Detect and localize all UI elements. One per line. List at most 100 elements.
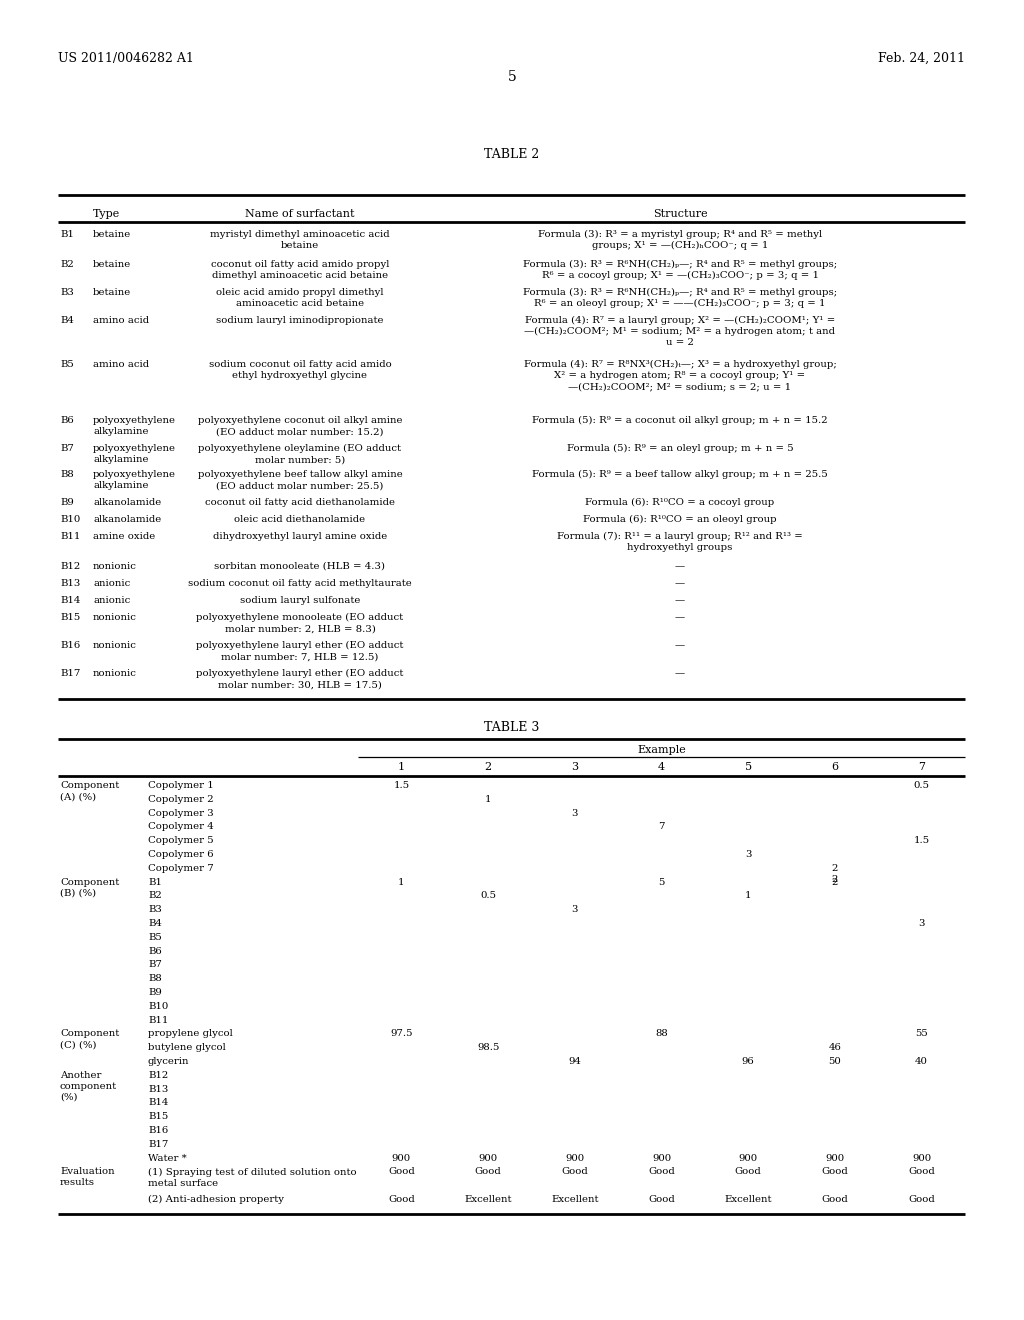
Text: B1: B1 [148,878,162,887]
Text: 2
2: 2 2 [831,863,838,884]
Text: Formula (3): R³ = R⁶NH(CH₂)ₚ—; R⁴ and R⁵ = methyl groups;
R⁶ = an oleoyl group; : Formula (3): R³ = R⁶NH(CH₂)ₚ—; R⁴ and R⁵… [523,288,838,309]
Text: Formula (5): R⁹ = a beef tallow alkyl group; m + n = 25.5: Formula (5): R⁹ = a beef tallow alkyl gr… [532,470,827,479]
Text: B7: B7 [60,444,74,453]
Text: 2: 2 [831,878,838,887]
Text: Formula (4): R⁷ = R⁸NX³(CH₂)ₜ—; X³ = a hydroxyethyl group;
X² = a hydrogen atom;: Formula (4): R⁷ = R⁸NX³(CH₂)ₜ—; X³ = a h… [523,360,837,391]
Text: B15: B15 [60,612,80,622]
Text: Good: Good [648,1167,675,1176]
Text: Good: Good [561,1167,588,1176]
Text: Copolymer 3: Copolymer 3 [148,809,214,817]
Text: B12: B12 [60,562,80,572]
Text: 1.5: 1.5 [913,836,930,845]
Text: Another
component
(%): Another component (%) [60,1071,117,1102]
Text: polyoxyethylene beef tallow alkyl amine
(EO adduct molar number: 25.5): polyoxyethylene beef tallow alkyl amine … [198,470,402,490]
Text: Feb. 24, 2011: Feb. 24, 2011 [878,51,965,65]
Text: Excellent: Excellent [464,1195,512,1204]
Text: 900: 900 [565,1154,585,1163]
Text: polyoxyethylene oleylamine (EO adduct
molar number: 5): polyoxyethylene oleylamine (EO adduct mo… [199,444,401,465]
Text: Structure: Structure [652,209,708,219]
Text: Good: Good [648,1195,675,1204]
Text: 900: 900 [825,1154,845,1163]
Text: amino acid: amino acid [93,360,150,370]
Text: 900: 900 [392,1154,411,1163]
Text: 1: 1 [398,878,404,887]
Text: 1: 1 [397,762,404,772]
Text: Formula (5): R⁹ = a coconut oil alkyl group; m + n = 15.2: Formula (5): R⁹ = a coconut oil alkyl gr… [532,416,827,425]
Text: 1: 1 [745,891,752,900]
Text: Formula (3): R³ = R⁶NH(CH₂)ₚ—; R⁴ and R⁵ = methyl groups;
R⁶ = a cocoyl group; X: Formula (3): R³ = R⁶NH(CH₂)ₚ—; R⁴ and R⁵… [523,260,838,280]
Text: polyoxyethylene coconut oil alkyl amine
(EO adduct molar number: 15.2): polyoxyethylene coconut oil alkyl amine … [198,416,402,436]
Text: Copolymer 4: Copolymer 4 [148,822,214,832]
Text: —: — [675,579,685,587]
Text: myristyl dimethyl aminoacetic acid
betaine: myristyl dimethyl aminoacetic acid betai… [210,230,390,249]
Text: 900: 900 [652,1154,671,1163]
Text: Good: Good [735,1167,762,1176]
Text: (2) Anti-adhesion property: (2) Anti-adhesion property [148,1195,284,1204]
Text: Good: Good [388,1167,415,1176]
Text: B11: B11 [148,1015,168,1024]
Text: Type: Type [93,209,120,219]
Text: sodium lauryl sulfonate: sodium lauryl sulfonate [240,597,360,605]
Text: 3: 3 [571,762,579,772]
Text: 98.5: 98.5 [477,1043,500,1052]
Text: 94: 94 [568,1057,582,1067]
Text: 6: 6 [831,762,839,772]
Text: Component
(C) (%): Component (C) (%) [60,1030,119,1049]
Text: polyoxyethylene
alkylamine: polyoxyethylene alkylamine [93,444,176,465]
Text: glycerin: glycerin [148,1057,189,1067]
Text: B4: B4 [148,919,162,928]
Text: Excellent: Excellent [724,1195,772,1204]
Text: anionic: anionic [93,597,130,605]
Text: B13: B13 [148,1085,168,1093]
Text: betaine: betaine [93,230,131,239]
Text: polyoxyethylene monooleate (EO adduct
molar number: 2, HLB = 8.3): polyoxyethylene monooleate (EO adduct mo… [197,612,403,634]
Text: 0.5: 0.5 [480,891,496,900]
Text: 5: 5 [508,70,516,84]
Text: Copolymer 6: Copolymer 6 [148,850,214,859]
Text: —: — [675,562,685,572]
Text: 4: 4 [658,762,665,772]
Text: Formula (6): R¹⁰CO = an oleoyl group: Formula (6): R¹⁰CO = an oleoyl group [584,515,777,524]
Text: 97.5: 97.5 [390,1030,413,1039]
Text: 900: 900 [738,1154,758,1163]
Text: sodium coconut oil fatty acid amido
ethyl hydroxyethyl glycine: sodium coconut oil fatty acid amido ethy… [209,360,391,380]
Text: nonionic: nonionic [93,562,137,572]
Text: 2: 2 [484,762,492,772]
Text: sorbitan monooleate (HLB = 4.3): sorbitan monooleate (HLB = 4.3) [214,562,385,572]
Text: 88: 88 [655,1030,668,1039]
Text: nonionic: nonionic [93,669,137,678]
Text: B2: B2 [148,891,162,900]
Text: Good: Good [475,1167,502,1176]
Text: B1: B1 [60,230,74,239]
Text: 0.5: 0.5 [913,781,930,789]
Text: 46: 46 [828,1043,842,1052]
Text: oleic acid amido propyl dimethyl
aminoacetic acid betaine: oleic acid amido propyl dimethyl aminoac… [216,288,384,308]
Text: US 2011/0046282 A1: US 2011/0046282 A1 [58,51,194,65]
Text: B9: B9 [148,987,162,997]
Text: Example: Example [637,744,686,755]
Text: B6: B6 [148,946,162,956]
Text: B3: B3 [148,906,162,915]
Text: coconut oil fatty acid amido propyl
dimethyl aminoacetic acid betaine: coconut oil fatty acid amido propyl dime… [211,260,389,280]
Text: Excellent: Excellent [551,1195,599,1204]
Text: nonionic: nonionic [93,612,137,622]
Text: Good: Good [388,1195,415,1204]
Text: alkanolamide: alkanolamide [93,498,161,507]
Text: (1) Spraying test of diluted solution onto
metal surface: (1) Spraying test of diluted solution on… [148,1167,356,1188]
Text: Copolymer 1: Copolymer 1 [148,781,214,789]
Text: oleic acid diethanolamide: oleic acid diethanolamide [234,515,366,524]
Text: Name of surfactant: Name of surfactant [246,209,354,219]
Text: Good: Good [821,1195,848,1204]
Text: B3: B3 [60,288,74,297]
Text: amine oxide: amine oxide [93,532,156,541]
Text: Evaluation
results: Evaluation results [60,1167,115,1188]
Text: B14: B14 [148,1098,168,1107]
Text: Formula (7): R¹¹ = a lauryl group; R¹² and R¹³ =
hydroxyethyl groups: Formula (7): R¹¹ = a lauryl group; R¹² a… [557,532,803,552]
Text: polyoxyethylene
alkylamine: polyoxyethylene alkylamine [93,470,176,490]
Text: polyoxyethylene lauryl ether (EO adduct
molar number: 30, HLB = 17.5): polyoxyethylene lauryl ether (EO adduct … [197,669,403,689]
Text: Formula (6): R¹⁰CO = a cocoyl group: Formula (6): R¹⁰CO = a cocoyl group [586,498,774,507]
Text: 7: 7 [919,762,925,772]
Text: Component
(A) (%): Component (A) (%) [60,781,119,801]
Text: B7: B7 [148,961,162,969]
Text: Copolymer 2: Copolymer 2 [148,795,214,804]
